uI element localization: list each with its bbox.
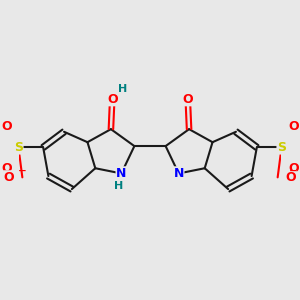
Text: O: O: [4, 171, 14, 184]
Text: S: S: [14, 141, 23, 154]
Text: N: N: [116, 167, 127, 180]
Text: O: O: [2, 120, 12, 133]
Text: H: H: [115, 181, 124, 191]
Text: N: N: [173, 167, 184, 180]
Text: O: O: [288, 120, 298, 133]
Text: −: −: [18, 166, 27, 176]
Text: −: −: [289, 166, 297, 176]
Text: O: O: [286, 171, 296, 184]
Text: H: H: [118, 84, 127, 94]
Text: O: O: [2, 162, 12, 175]
Text: O: O: [288, 162, 298, 175]
Text: O: O: [107, 93, 118, 106]
Text: O: O: [182, 93, 193, 106]
Text: S: S: [277, 141, 286, 154]
